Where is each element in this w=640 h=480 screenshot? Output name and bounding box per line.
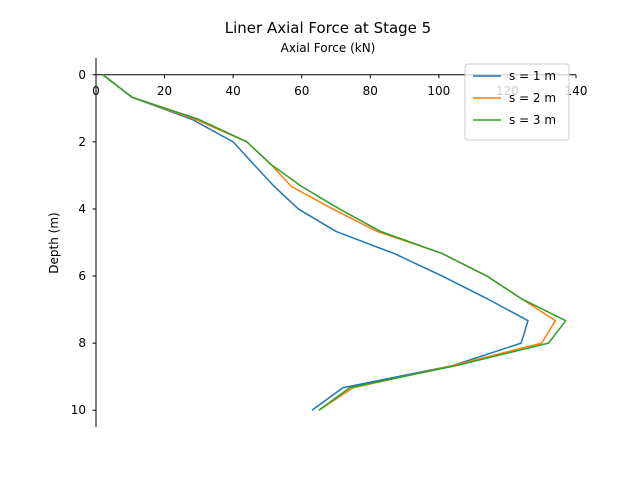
legend-label: s = 1 m: [509, 69, 556, 83]
y-tick-label: 6: [78, 269, 86, 283]
y-axis-label: Depth (m): [47, 212, 61, 273]
chart-title: Liner Axial Force at Stage 5: [225, 19, 431, 37]
legend-box: [464, 63, 570, 141]
series-line-3: [102, 74, 567, 411]
axes: 0204060801001201400246810: [71, 58, 588, 427]
y-tick-label: 8: [78, 336, 86, 350]
x-tick-label: 80: [363, 84, 378, 98]
x-tick-label: 20: [157, 84, 172, 98]
legend-label: s = 3 m: [509, 113, 556, 127]
legend: s = 1 m s = 2 m s = 3 m: [464, 63, 570, 141]
x-tick-label: 40: [226, 84, 241, 98]
y-tick-label: 4: [78, 202, 86, 216]
y-tick-label: 2: [78, 135, 86, 149]
x-tick-label: 100: [427, 84, 450, 98]
series-line-1: [102, 74, 529, 411]
x-tick-label: 140: [565, 84, 588, 98]
series-lines: [102, 74, 567, 411]
x-axis-label: Axial Force (kN): [281, 41, 376, 55]
y-tick-label: 0: [78, 68, 86, 82]
y-tick-label: 10: [71, 403, 86, 417]
x-tick-label: 60: [294, 84, 309, 98]
legend-label: s = 2 m: [509, 91, 556, 105]
x-tick-label: 0: [92, 84, 100, 98]
